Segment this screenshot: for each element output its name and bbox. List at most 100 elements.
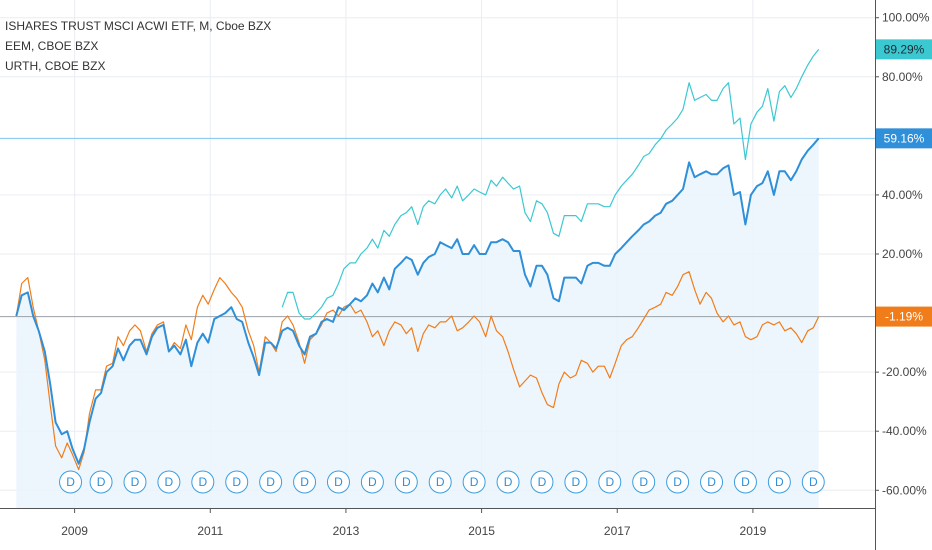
dividend-label: D xyxy=(470,475,479,489)
y-tick-label: -20.00% xyxy=(882,365,927,379)
dividend-marker[interactable]: D xyxy=(632,470,656,494)
dividend-circle xyxy=(259,470,283,494)
x-tick-label: 2009 xyxy=(61,524,88,538)
dividend-label: D xyxy=(97,475,106,489)
dividend-marker[interactable]: D xyxy=(89,470,113,494)
last-value-badge: 59.16% xyxy=(876,128,932,149)
series-line xyxy=(15,137,820,465)
dividend-label: D xyxy=(334,475,343,489)
dividend-label: D xyxy=(266,475,275,489)
dividend-marker[interactable]: D xyxy=(598,470,622,494)
dividend-circle xyxy=(530,470,554,494)
dividend-circle xyxy=(394,470,418,494)
dividend-marker[interactable]: D xyxy=(360,470,384,494)
dividend-label: D xyxy=(707,475,716,489)
dividend-label: D xyxy=(300,475,309,489)
dividend-circle xyxy=(157,470,181,494)
dividend-circle xyxy=(598,470,622,494)
last-value-bg xyxy=(876,306,932,327)
dividend-circle xyxy=(191,470,215,494)
last-value-label: 89.29% xyxy=(884,42,925,56)
dividend-marker[interactable]: D xyxy=(666,470,690,494)
dividend-marker[interactable]: D xyxy=(191,470,215,494)
dividend-label: D xyxy=(639,475,648,489)
x-tick-label: 2015 xyxy=(468,524,495,538)
dividend-circle xyxy=(632,470,656,494)
y-tick-label: 20.00% xyxy=(882,247,923,261)
series-line xyxy=(281,49,820,320)
dividend-marker[interactable]: D xyxy=(326,470,350,494)
dividend-marker[interactable]: D xyxy=(767,470,791,494)
dividend-label: D xyxy=(673,475,682,489)
last-value-label: 59.16% xyxy=(884,131,925,145)
dividend-circle xyxy=(326,470,350,494)
dividend-marker[interactable]: D xyxy=(259,470,283,494)
x-tick-label: 2011 xyxy=(197,524,223,538)
last-value-badge: -1.19% xyxy=(876,306,932,327)
dividend-marker[interactable]: D xyxy=(59,470,83,494)
dividend-circle xyxy=(360,470,384,494)
y-tick-label: -60.00% xyxy=(882,483,927,497)
dividend-marker[interactable]: D xyxy=(123,470,147,494)
dividend-circle xyxy=(89,470,113,494)
dividend-label: D xyxy=(741,475,750,489)
dividend-label: D xyxy=(775,475,784,489)
dividend-circle xyxy=(564,470,588,494)
x-tick-label: 2017 xyxy=(604,524,631,538)
dividend-label: D xyxy=(232,475,241,489)
dividend-marker[interactable]: D xyxy=(530,470,554,494)
area-fill xyxy=(16,138,819,509)
dividend-label: D xyxy=(66,475,75,489)
last-value-bg xyxy=(876,128,932,149)
dividend-label: D xyxy=(165,475,174,489)
dividend-marker[interactable]: D xyxy=(293,470,317,494)
dividend-label: D xyxy=(605,475,614,489)
dividend-circle xyxy=(801,470,825,494)
dividend-circle xyxy=(666,470,690,494)
dividend-marker[interactable]: D xyxy=(564,470,588,494)
dividend-label: D xyxy=(131,475,140,489)
y-tick-label: 80.00% xyxy=(882,70,923,84)
legend-entry[interactable]: ISHARES TRUST MSCI ACWI ETF, M, Cboe BZX xyxy=(5,19,272,33)
dividend-marker[interactable]: D xyxy=(700,470,724,494)
dividend-circle xyxy=(59,470,83,494)
legend: ISHARES TRUST MSCI ACWI ETF, M, Cboe BZX… xyxy=(5,16,271,76)
legend-entry[interactable]: URTH, CBOE BZX xyxy=(5,59,106,73)
dividend-circle xyxy=(462,470,486,494)
dividend-label: D xyxy=(368,475,377,489)
dividend-marker[interactable]: D xyxy=(733,470,757,494)
dividend-circle xyxy=(767,470,791,494)
dividend-marker[interactable]: D xyxy=(394,470,418,494)
dividend-label: D xyxy=(538,475,547,489)
dividend-circle xyxy=(733,470,757,494)
dividend-marker[interactable]: D xyxy=(496,470,520,494)
dividend-circle xyxy=(123,470,147,494)
last-value-bg xyxy=(876,39,932,60)
last-value-badge: 89.29% xyxy=(876,39,932,60)
dividend-circle xyxy=(225,470,249,494)
dividend-circle xyxy=(293,470,317,494)
legend-entry[interactable]: EEM, CBOE BZX xyxy=(5,39,99,53)
y-tick-label: 40.00% xyxy=(882,188,923,202)
dividend-marker[interactable]: D xyxy=(428,470,452,494)
dividend-circle xyxy=(428,470,452,494)
last-value-label: -1.19% xyxy=(885,310,923,324)
x-tick-label: 2019 xyxy=(740,524,767,538)
dividend-marker[interactable]: D xyxy=(157,470,181,494)
dividend-label: D xyxy=(809,475,818,489)
dividend-marker[interactable]: D xyxy=(225,470,249,494)
dividend-label: D xyxy=(198,475,207,489)
dividend-label: D xyxy=(436,475,445,489)
dividend-circle xyxy=(700,470,724,494)
dividend-label: D xyxy=(402,475,411,489)
dividend-label: D xyxy=(504,475,513,489)
dividend-label: D xyxy=(572,475,581,489)
y-tick-label: 100.00% xyxy=(882,11,930,25)
dividend-marker[interactable]: D xyxy=(462,470,486,494)
x-tick-label: 2013 xyxy=(333,524,360,538)
y-tick-label: -40.00% xyxy=(882,424,927,438)
dividend-marker[interactable]: D xyxy=(801,470,825,494)
